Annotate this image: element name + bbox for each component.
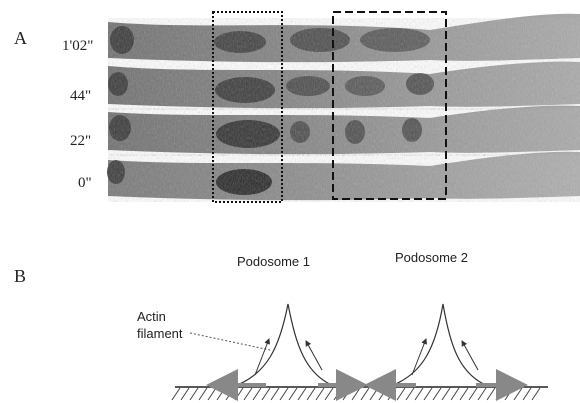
- substrate-hatch: [531, 387, 541, 401]
- substrate-hatch: [486, 387, 496, 401]
- substrate-hatch: [315, 387, 325, 401]
- panel-b-letter: B: [14, 266, 26, 286]
- substrate-hatch: [207, 387, 217, 401]
- substrate-hatch: [306, 387, 316, 401]
- panel-b: B Podosome 1 Podosome 2 Actin filament: [14, 250, 548, 401]
- actin-leader-line: [189, 332, 271, 351]
- substrate-hatch: [234, 387, 244, 401]
- substrate-hatch: [333, 387, 343, 401]
- substrate-hatch: [495, 387, 505, 401]
- kymograph-strip-1m02s: [108, 13, 580, 63]
- substrate-hatch: [414, 387, 424, 401]
- substrate-hatch: [360, 387, 370, 401]
- panel-a-letter: A: [14, 28, 27, 48]
- substrate-hatch: [450, 387, 460, 401]
- substrate-hatch: [504, 387, 514, 401]
- substrate-hatch: [297, 387, 307, 401]
- podosome-2-peak: [387, 303, 491, 388]
- substrate-hatch: [225, 387, 235, 401]
- substrate-hatch: [270, 387, 280, 401]
- substrate-hatch: [198, 387, 208, 401]
- substrate-hatch: [324, 387, 334, 401]
- actin-filament-label-line1: Actin: [137, 309, 166, 324]
- substrate-hatch: [369, 387, 379, 401]
- substrate: [171, 386, 548, 401]
- kymograph-strip-22s: [108, 105, 580, 156]
- substrate-hatch: [351, 387, 361, 401]
- substrate-hatch: [288, 387, 298, 401]
- substrate-hatch: [477, 387, 487, 401]
- substrate-hatch: [432, 387, 442, 401]
- substrate-hatch: [387, 387, 397, 401]
- substrate-hatch: [243, 387, 253, 401]
- time-label-0s: 0": [78, 175, 92, 191]
- time-label-1m02s: 1'02": [62, 38, 93, 54]
- substrate-hatch: [468, 387, 478, 401]
- dashed-selection-box: [332, 11, 447, 200]
- substrate-hatch: [513, 387, 523, 401]
- time-label-44s: 44": [70, 88, 91, 104]
- actin-filament-label-line2: filament: [137, 326, 183, 341]
- substrate-hatch: [279, 387, 289, 401]
- podosome-1-peak: [231, 303, 337, 388]
- substrate-hatch: [342, 387, 352, 401]
- substrate-hatch: [396, 387, 406, 401]
- substrate-hatch: [252, 387, 262, 401]
- substrate-hatch: [423, 387, 433, 401]
- substrate-hatch: [378, 387, 388, 401]
- growth-arrows: [254, 338, 479, 376]
- substrate-hatch: [180, 387, 190, 401]
- time-label-22s: 22": [70, 133, 91, 149]
- substrate-hatch: [441, 387, 451, 401]
- podosome-1-label: Podosome 1: [237, 254, 310, 269]
- substrate-hatch: [261, 387, 271, 401]
- podosome-2-label: Podosome 2: [395, 250, 468, 265]
- kymograph-strip-0s: [107, 151, 580, 202]
- kymograph-strip-44s: [108, 61, 580, 110]
- substrate-hatch: [522, 387, 532, 401]
- substrate-hatch: [216, 387, 226, 401]
- substrate-hatch: [459, 387, 469, 401]
- dotted-selection-box: [212, 11, 283, 203]
- substrate-hatch: [189, 387, 199, 401]
- panel-a: A 1'02" 44" 22" 0": [14, 11, 580, 203]
- substrate-hatch: [171, 387, 181, 401]
- substrate-hatch: [405, 387, 415, 401]
- kymograph-strips: [107, 13, 580, 202]
